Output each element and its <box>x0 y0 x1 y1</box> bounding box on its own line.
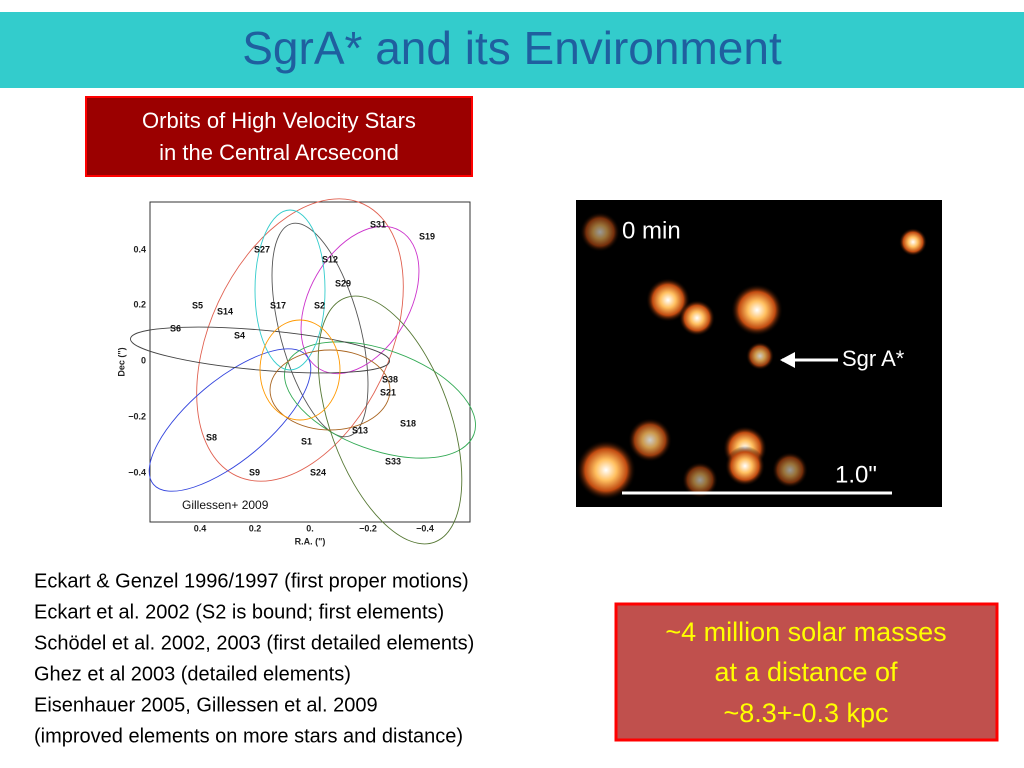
orbits <box>130 198 476 545</box>
star-label: S2 <box>314 300 325 310</box>
mass-box-line: ~4 million solar masses <box>665 617 946 647</box>
x-axis-label: R.A. (") <box>295 536 326 546</box>
mass-box-line: ~8.3+-0.3 kpc <box>723 698 888 728</box>
image-scale: 1.0" <box>835 461 877 488</box>
x-tick-label: 0.4 <box>194 523 207 533</box>
plot-credit: Gillessen+ 2009 <box>182 498 269 512</box>
star-label: S19 <box>419 231 435 241</box>
star-label: S24 <box>310 467 326 477</box>
y-axis-label: Dec (") <box>116 347 126 376</box>
star-label: S5 <box>192 300 203 310</box>
y-tick-label: 0.2 <box>133 299 146 309</box>
y-tick-label: −0.2 <box>128 411 146 421</box>
y-tick-label: −0.4 <box>128 467 146 477</box>
orbit-box-line: Orbits of High Velocity Stars <box>142 108 416 133</box>
x-tick-label: −0.2 <box>359 523 377 533</box>
star-label: S31 <box>370 219 386 229</box>
reference: Schödel et al. 2002, 2003 (first detaile… <box>34 632 474 654</box>
y-tick-label: 0 <box>141 355 146 365</box>
mass-box-line: at a distance of <box>714 657 898 687</box>
title-bar <box>0 12 1024 88</box>
reference: Eisenhauer 2005, Gillessen et al. 2009 <box>34 694 378 716</box>
y-tick-label: 0.4 <box>133 244 146 254</box>
star-label: S27 <box>254 244 270 254</box>
star-label: S18 <box>400 418 416 428</box>
x-tick-label: 0.2 <box>249 523 262 533</box>
reference: Eckart et al. 2002 (S2 is bound; first e… <box>34 601 444 623</box>
reference: Ghez et al 2003 (detailed elements) <box>34 663 351 685</box>
star-label: S29 <box>335 278 351 288</box>
star-label: S33 <box>385 456 401 466</box>
image-time: 0 min <box>622 217 681 244</box>
sgr-image: 0 min Sgr A* 1.0" <box>576 200 942 507</box>
reference: Eckart & Genzel 1996/1997 (first proper … <box>34 570 469 592</box>
star-label: S1 <box>301 436 312 446</box>
star-label: S13 <box>352 425 368 435</box>
orbit-plot: 0.4 0.2 0 −0.2 −0.4 0.4 0.2 0. −0.2 −0.4… <box>116 198 476 546</box>
star-label: S4 <box>234 330 245 340</box>
image-marker: Sgr A* <box>842 346 905 371</box>
x-tick-label: 0. <box>306 523 314 533</box>
star-label: S21 <box>380 387 396 397</box>
star-label: S6 <box>170 323 181 333</box>
star-label: S38 <box>382 374 398 384</box>
star-label: S17 <box>270 300 286 310</box>
star-label: S8 <box>206 432 217 442</box>
orbit-box-line: in the Central Arcsecond <box>159 140 399 165</box>
orbit-box <box>85 96 473 177</box>
title: SgrA* and its Environment <box>242 22 782 74</box>
reference: (improved elements on more stars and dis… <box>34 725 463 747</box>
star-label: S14 <box>217 306 233 316</box>
star-label: S12 <box>322 254 338 264</box>
x-tick-label: −0.4 <box>416 523 434 533</box>
star-label: S9 <box>249 467 260 477</box>
mass-box <box>614 602 999 742</box>
